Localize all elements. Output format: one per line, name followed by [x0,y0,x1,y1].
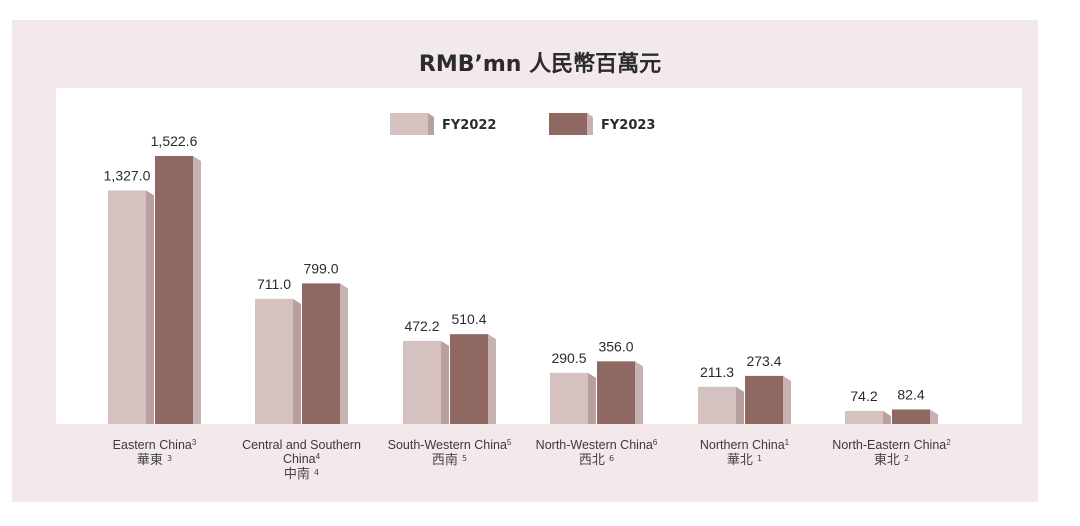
category-zh-footnote-mark: 2 [904,454,910,463]
category-label-4: Northern China1 華北 1 [675,438,815,468]
category-label-en: Eastern China [112,438,192,452]
category-footnote-mark: 3 [191,438,197,447]
data-label-FY2023-3: 356.0 [598,338,633,354]
data-label-FY2022-1: 711.0 [257,276,291,292]
category-label-zh: 中南 4 [283,467,320,482]
category-zh-footnote-mark: 1 [757,454,763,463]
bar-FY2023-5 [892,409,930,424]
bar-side-FY2022-1 [293,298,301,424]
bar-side-FY2022-3 [588,372,596,424]
bar-FY2022-3 [550,372,588,424]
bar-side-FY2023-3 [635,361,643,424]
category-zh-footnote-mark: 3 [167,454,173,463]
category-label-zh: 東北 2 [873,453,910,468]
legend-label-FY2022: FY2022 [442,118,496,133]
legend-swatch-side-FY2023 [587,113,593,135]
category-label-2: South-Western China5 西南 5 [380,438,520,468]
category-footnote-mark: 2 [946,438,951,447]
legend-swatch-side-FY2022 [428,113,434,135]
legend-swatch-FY2022 [390,113,428,135]
bar-FY2022-2 [403,340,441,424]
category-label-zh: 西南 5 [431,453,468,468]
bar-side-FY2023-2 [488,334,496,424]
category-zh-footnote-mark: 6 [609,454,615,463]
bar-FY2023-4 [745,375,783,424]
category-label-zh: 西北 6 [578,453,615,468]
bar-side-FY2023-1 [340,283,348,424]
data-label-FY2022-3: 290.5 [551,350,586,366]
bar-side-FY2023-4 [783,375,791,424]
bar-side-FY2022-0 [146,190,154,424]
category-footnote-mark: 4 [315,452,321,461]
category-label-3: North-Western China6 西北 6 [527,438,667,468]
bar-FY2023-3 [597,361,635,424]
category-label-en: Northern China [699,438,785,452]
legend-label-FY2023: FY2023 [601,118,655,133]
data-label-FY2023-4: 273.4 [746,353,781,369]
category-label-zh: 華東 3 [136,453,173,468]
bar-FY2022-4 [698,386,736,424]
data-label-FY2023-2: 510.4 [451,311,486,327]
data-label-FY2023-5: 82.4 [897,386,924,402]
category-label-en: South-Western China [387,438,507,452]
data-label-FY2022-4: 211.3 [700,364,734,380]
category-footnote-mark: 1 [784,438,790,447]
bar-side-FY2022-2 [441,340,449,424]
category-label-1: Central and Southern China4 中南 4 [232,438,372,482]
category-label-zh: 華北 1 [726,453,763,468]
data-label-FY2022-5: 74.2 [850,388,877,404]
data-label-FY2022-0: 1,327.0 [104,167,151,183]
bar-FY2022-0 [108,190,146,424]
category-zh-footnote-mark: 5 [462,454,468,463]
data-label-FY2023-0: 1,522.6 [151,133,198,149]
category-footnote-mark: 6 [652,438,658,447]
bar-side-FY2023-0 [193,156,201,424]
bar-FY2023-1 [302,283,340,424]
category-label-en: North-Western China [535,438,653,452]
bar-FY2023-2 [450,334,488,424]
data-label-FY2023-1: 799.0 [303,260,338,276]
category-label-5: North-Eastern China2 東北 2 [822,438,962,468]
category-label-en: North-Eastern China [832,438,947,452]
category-label-en: Central and Southern China [242,438,361,466]
bar-side-FY2022-4 [736,386,744,424]
bar-side-FY2022-5 [883,410,891,424]
category-zh-footnote-mark: 4 [314,468,320,477]
bar-FY2022-1 [255,298,293,424]
bar-FY2022-5 [845,410,883,424]
chart-title: RMB’mn 人民幣百萬元 [418,52,662,77]
category-footnote-mark: 5 [506,438,512,447]
legend-swatch-FY2023 [549,113,587,135]
bar-side-FY2023-5 [930,409,938,424]
data-label-FY2022-2: 472.2 [404,318,439,334]
category-label-0: Eastern China3 華東 3 [85,438,225,468]
plot-area [56,88,1022,424]
bar-FY2023-0 [155,156,193,424]
